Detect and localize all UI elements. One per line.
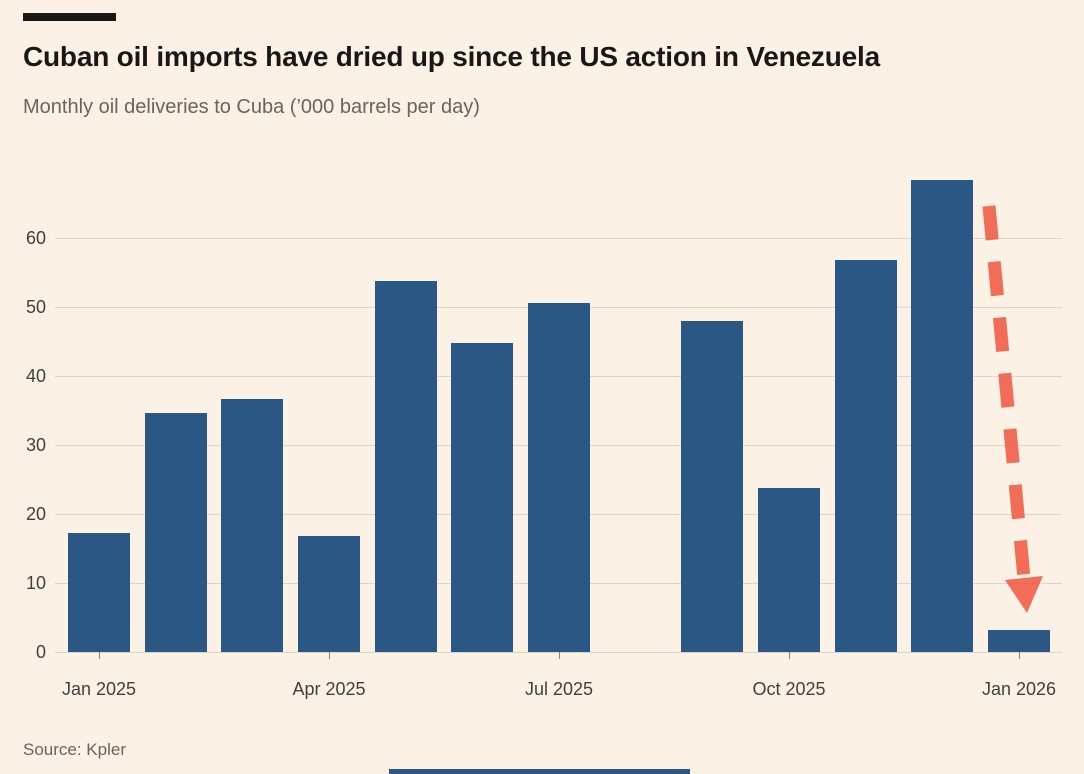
x-axis-label: Apr 2025 xyxy=(292,679,366,699)
bottom-blue-bar xyxy=(389,769,690,774)
bar-may-2025 xyxy=(374,281,437,652)
y-axis-label: 60 xyxy=(25,228,46,248)
bar-jan-2025 xyxy=(68,533,130,652)
bar-dec-2025 xyxy=(911,180,974,652)
x-axis-tick xyxy=(99,652,100,659)
y-axis-label: 40 xyxy=(25,366,46,386)
bar-apr-2025 xyxy=(298,536,360,652)
x-axis-tick xyxy=(789,652,791,659)
x-axis-label: Jan 2025 xyxy=(61,679,137,699)
x-axis-tick xyxy=(559,652,561,659)
source-note: Source: Kpler xyxy=(23,740,126,759)
title-accent-bar xyxy=(23,13,116,21)
y-axis-label: 50 xyxy=(25,297,46,317)
y-axis-label: 10 xyxy=(25,573,46,593)
bar-nov-2025 xyxy=(834,260,897,652)
y-axis-label: 20 xyxy=(25,504,46,524)
gridline-y60 xyxy=(55,238,1062,239)
bar-jun-2025 xyxy=(451,342,514,652)
bar-sep-2025 xyxy=(681,321,744,652)
chart-subtitle: Monthly oil deliveries to Cuba (’000 bar… xyxy=(23,96,480,118)
y-axis-label: 30 xyxy=(25,435,46,455)
y-axis-label: 0 xyxy=(35,642,46,662)
bar-jan-2026 xyxy=(988,629,1051,652)
x-axis-tick xyxy=(1019,652,1021,659)
bar-oct-2025 xyxy=(758,487,821,652)
x-axis-label: Jan 2026 xyxy=(981,679,1057,699)
x-axis-label: Oct 2025 xyxy=(752,679,826,699)
gridline-y0 xyxy=(55,652,1062,653)
bar-jul-2025 xyxy=(528,302,591,652)
x-axis-tick xyxy=(329,652,330,659)
chart-title: Cuban oil imports have dried up since th… xyxy=(23,41,880,72)
x-axis-label: Jul 2025 xyxy=(524,679,594,699)
bar-mar-2025 xyxy=(221,399,284,652)
bar-feb-2025 xyxy=(144,413,207,652)
